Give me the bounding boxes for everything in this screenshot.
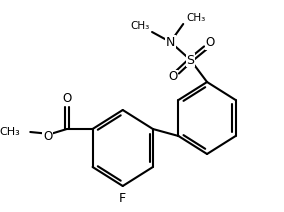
Text: O: O: [168, 71, 178, 84]
Text: O: O: [43, 131, 52, 144]
Text: O: O: [205, 36, 214, 49]
Text: O: O: [62, 92, 72, 106]
Text: N: N: [166, 35, 175, 49]
Text: CH₃: CH₃: [186, 13, 205, 23]
Text: CH₃: CH₃: [0, 127, 20, 137]
Text: F: F: [119, 191, 126, 205]
Text: CH₃: CH₃: [130, 21, 149, 31]
Text: S: S: [187, 53, 195, 67]
